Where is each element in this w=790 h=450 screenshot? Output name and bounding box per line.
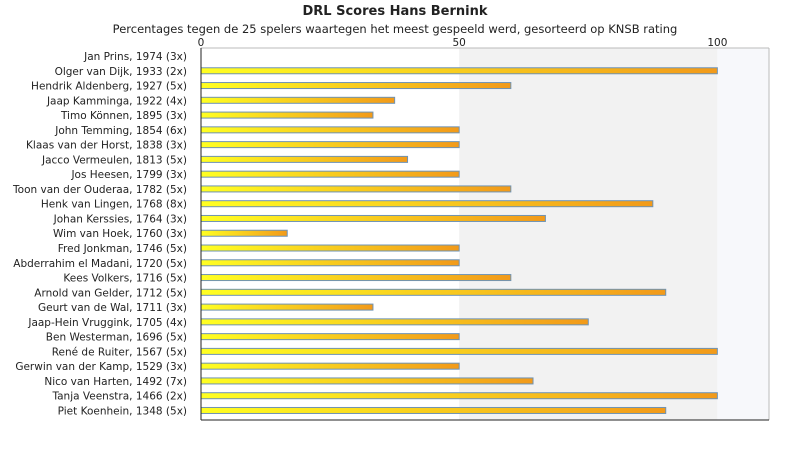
bar <box>200 141 460 149</box>
category-label: Piet Koenhein, 1348 (5x) <box>58 405 187 417</box>
bar <box>200 362 460 370</box>
category-label: Henk van Lingen, 1768 (8x) <box>41 199 187 211</box>
plot-background <box>201 48 769 420</box>
x-tick-labels-group: 0 50 100 <box>198 37 728 49</box>
category-label: Jos Heesen, 1799 (3x) <box>70 169 187 181</box>
chart-subtitle: Percentages tegen de 25 spelers waartege… <box>112 22 678 36</box>
category-label: Abderrahim el Madani, 1720 (5x) <box>13 258 187 270</box>
category-label: Arnold van Gelder, 1712 (5x) <box>34 287 187 299</box>
category-label: Jacco Vermeulen, 1813 (5x) <box>41 154 187 166</box>
category-label: Wim van Hoek, 1760 (3x) <box>53 228 187 240</box>
bar <box>200 244 460 252</box>
bar <box>200 96 396 104</box>
bar <box>200 67 718 75</box>
category-label: Jaap-Hein Vruggink, 1705 (4x) <box>27 317 187 329</box>
category-label: Jaap Kamminga, 1922 (4x) <box>46 95 187 107</box>
x-tick-label: 100 <box>707 37 727 49</box>
bar <box>200 82 512 90</box>
bar <box>200 155 409 163</box>
category-label: John Temming, 1854 (6x) <box>54 125 187 137</box>
bar <box>200 229 288 237</box>
x-tick-label: 50 <box>452 37 465 49</box>
bar <box>200 274 512 282</box>
chart-title: DRL Scores Hans Bernink <box>302 4 488 19</box>
category-label: Nico van Harten, 1492 (7x) <box>44 376 187 388</box>
bar <box>200 318 589 326</box>
category-labels-group: Jan Prins, 1974 (3x) Olger van Dijk, 1933… <box>12 51 187 417</box>
bar <box>200 406 667 414</box>
bar <box>200 126 460 134</box>
category-label: Tanja Veenstra, 1466 (2x) <box>51 391 187 403</box>
plot-band-right <box>459 48 718 420</box>
category-label: Hendrik Aldenberg, 1927 (5x) <box>31 81 187 93</box>
axes-group <box>200 47 770 421</box>
category-label: Timo Können, 1895 (3x) <box>60 110 187 122</box>
category-label: Johan Kerssies, 1764 (3x) <box>53 213 187 225</box>
category-label: Jan Prins, 1974 (3x) <box>83 51 187 63</box>
bar <box>200 347 718 355</box>
bar <box>200 214 546 222</box>
bar <box>200 303 374 311</box>
x-tick-label: 0 <box>198 37 205 49</box>
bar <box>200 111 374 119</box>
bar <box>200 333 460 341</box>
bar <box>200 259 460 267</box>
bar <box>200 200 654 208</box>
category-label: Kees Volkers, 1716 (5x) <box>63 273 187 285</box>
category-label: Geurt van de Wal, 1711 (3x) <box>38 302 187 314</box>
category-label: Fred Jonkman, 1746 (5x) <box>58 243 187 255</box>
bar <box>200 377 534 385</box>
category-label: Gerwin van der Kamp, 1529 (3x) <box>15 361 187 373</box>
category-label: Toon van der Ouderaa, 1782 (5x) <box>12 184 187 196</box>
bar <box>200 288 667 296</box>
category-label: Ben Westerman, 1696 (5x) <box>46 332 187 344</box>
category-label: René de Ruiter, 1567 (5x) <box>52 346 187 358</box>
bar <box>200 185 512 193</box>
plot-band-edge <box>717 48 769 420</box>
bar <box>200 392 718 400</box>
category-label: Olger van Dijk, 1933 (2x) <box>55 66 187 78</box>
bar <box>200 170 460 178</box>
category-label: Klaas van der Horst, 1838 (3x) <box>26 140 187 152</box>
